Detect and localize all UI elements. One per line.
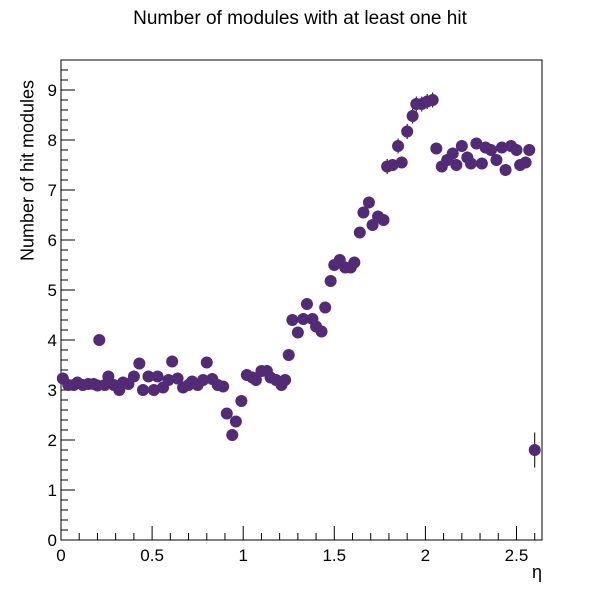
data-point [519, 156, 532, 169]
data-point [300, 298, 313, 310]
data-point [102, 370, 115, 383]
data-point [357, 206, 370, 219]
data-point [499, 164, 512, 176]
data-point [127, 370, 140, 383]
data-point [484, 144, 497, 156]
data-point [495, 141, 508, 154]
y-tick-label: 7 [48, 181, 57, 200]
data-point [229, 415, 242, 428]
data-point [319, 301, 332, 314]
data-point [366, 219, 379, 231]
x-tick-label: 0 [56, 546, 65, 565]
data-point [315, 325, 328, 338]
data-point [171, 372, 184, 385]
data-point [217, 380, 230, 393]
y-tick-label: 6 [48, 231, 57, 250]
data-point [362, 196, 375, 209]
data-points [56, 94, 541, 456]
axes: 0 0.5 1 1.5 2 2.5 0 1 2 3 4 5 6 7 8 9 [48, 59, 536, 565]
y-tick-label: 5 [48, 281, 57, 300]
data-point [93, 334, 106, 346]
data-point [200, 356, 213, 369]
data-point [197, 374, 210, 386]
data-point [446, 147, 459, 160]
data-point [147, 384, 160, 396]
data-point [235, 395, 248, 407]
data-point [249, 374, 262, 386]
data-point [282, 349, 295, 361]
data-point [426, 94, 439, 106]
data-point [490, 154, 503, 166]
data-point [450, 159, 463, 171]
data-point [297, 313, 310, 325]
data-point [291, 326, 304, 339]
x-tick-label: 0.5 [140, 546, 164, 565]
data-point [151, 370, 164, 383]
data-point [162, 374, 175, 386]
x-tick-label: 2 [421, 546, 430, 565]
data-point [324, 275, 337, 287]
data-point [470, 137, 483, 150]
x-tick-label: 1 [238, 546, 247, 565]
data-point [528, 444, 541, 456]
chart-title: Number of modules with at least one hit [133, 8, 467, 29]
data-point [430, 142, 443, 155]
data-point [523, 144, 536, 156]
x-tick-label: 1.5 [322, 546, 346, 565]
data-point [395, 156, 408, 169]
plot-frame [60, 59, 543, 541]
data-point [401, 125, 414, 138]
data-point [455, 140, 468, 152]
data-point [136, 384, 149, 396]
data-point [353, 226, 366, 239]
y-tick-label: 9 [48, 81, 57, 100]
y-tick-label: 3 [48, 381, 57, 400]
data-point [392, 140, 405, 152]
y-tick-label: 8 [48, 131, 57, 150]
data-point [510, 144, 523, 156]
data-point [286, 314, 299, 326]
data-point [386, 159, 399, 171]
data-point [166, 355, 179, 368]
x-tick-label: 2.5 [505, 546, 529, 565]
x-axis-label: η [531, 562, 542, 582]
data-point [220, 407, 233, 420]
data-point [377, 214, 390, 226]
data-point [133, 357, 146, 370]
data-point [279, 374, 292, 386]
data-point [406, 110, 419, 122]
y-tick-label: 2 [48, 431, 57, 450]
data-point [226, 429, 239, 441]
y-tick-label: 0 [48, 531, 57, 550]
data-point [475, 157, 488, 170]
y-tick-label: 4 [48, 331, 57, 350]
data-point [464, 157, 477, 170]
data-point [348, 256, 361, 269]
data-point [142, 370, 155, 383]
y-tick-label: 1 [48, 481, 57, 500]
